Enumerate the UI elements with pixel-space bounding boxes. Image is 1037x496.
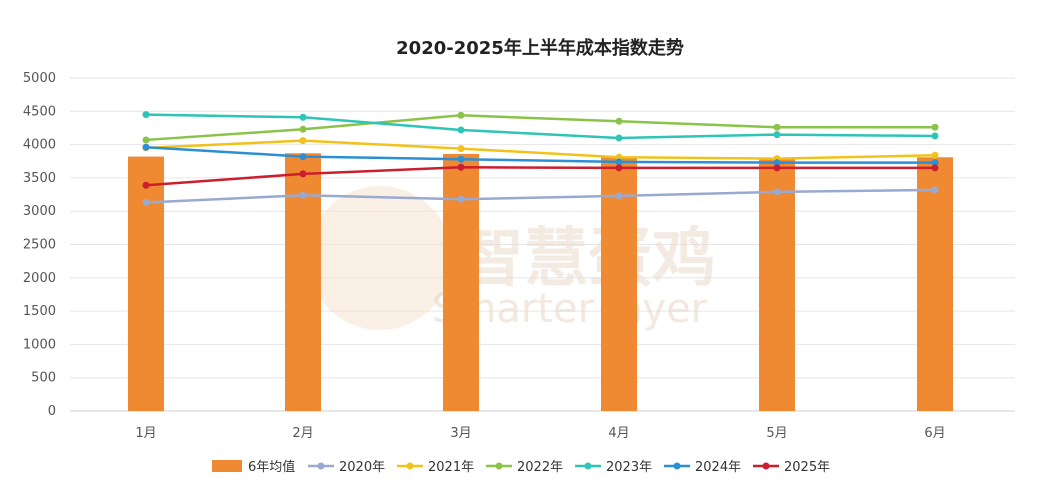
x-tick-label: 4月 <box>608 426 629 441</box>
x-tick-label: 2月 <box>292 426 313 441</box>
series-point <box>142 111 150 119</box>
legend-label: 2021年 <box>428 460 474 475</box>
series-line <box>145 146 935 164</box>
x-axis-ticks: 1月 2月 3月 4月 5月 6月 <box>135 426 945 441</box>
y-tick-label: 1000 <box>23 337 56 352</box>
series-point <box>457 126 465 134</box>
y-tick-label: 0 <box>48 404 56 419</box>
legend-label: 2023年 <box>606 460 652 475</box>
y-tick-label: 500 <box>31 371 56 386</box>
legend: 6年均值 2020年 2021年 2022年 2023年 2024年 2025年 <box>212 459 830 475</box>
series-point <box>457 111 465 119</box>
bar-average <box>443 153 479 411</box>
series-point <box>615 117 623 125</box>
series-point <box>142 143 150 151</box>
y-tick-label: 3000 <box>23 204 56 219</box>
series-point <box>773 131 781 139</box>
series-line <box>145 139 936 160</box>
series-line <box>145 114 935 142</box>
legend-label: 2020年 <box>339 460 385 475</box>
watermark: 智慧蛋鸡 Smarter layer <box>308 186 716 332</box>
legend-label: 2025年 <box>784 460 830 475</box>
bar-series <box>128 153 953 411</box>
legend-marker <box>673 462 681 470</box>
legend-item: 2023年 <box>575 460 652 475</box>
legend-marker <box>495 462 503 470</box>
legend-item: 2024年 <box>664 460 741 475</box>
legend-label: 6年均值 <box>248 459 295 475</box>
series-point <box>299 170 307 178</box>
x-tick-label: 6月 <box>924 426 945 441</box>
legend-item: 2025年 <box>753 460 830 475</box>
series-point <box>615 192 623 200</box>
x-tick-label: 5月 <box>766 426 787 441</box>
legend-item-average: 6年均值 <box>212 459 295 475</box>
series-point <box>615 164 623 172</box>
legend-swatch <box>212 460 242 472</box>
watermark-logo-icon <box>308 186 452 330</box>
series-point <box>299 153 307 161</box>
bar-average <box>759 159 795 411</box>
legend-item: 2022年 <box>486 460 563 475</box>
series-point <box>457 163 465 171</box>
series-point <box>773 123 781 131</box>
series-line <box>145 113 936 140</box>
series-point <box>931 151 939 159</box>
legend-label: 2022年 <box>517 460 563 475</box>
y-tick-label: 2500 <box>23 238 56 253</box>
series-point <box>931 164 939 172</box>
series-point <box>773 164 781 172</box>
y-tick-label: 2000 <box>23 271 56 286</box>
legend-marker <box>762 462 770 470</box>
legend-marker <box>584 462 592 470</box>
y-tick-label: 4500 <box>23 104 56 119</box>
y-tick-label: 1500 <box>23 304 56 319</box>
watermark-cn: 智慧蛋鸡 <box>460 222 716 296</box>
series-point <box>931 186 939 194</box>
bar-average <box>128 156 164 411</box>
bar-average <box>917 157 953 411</box>
series-point <box>299 191 307 199</box>
series-point <box>457 195 465 203</box>
y-axis-ticks: 0 500 1000 1500 2000 2500 3000 3500 4000 4500 5000 <box>23 71 56 419</box>
series-point <box>773 188 781 196</box>
y-tick-label: 3500 <box>23 171 56 186</box>
x-tick-label: 1月 <box>135 426 156 441</box>
grid-lines <box>70 77 1015 412</box>
series-point <box>457 155 465 163</box>
legend-marker <box>317 462 325 470</box>
legend-item: 2020年 <box>308 460 385 475</box>
line-series <box>142 111 939 207</box>
series-line <box>145 165 935 187</box>
series-point <box>931 159 939 167</box>
series-point <box>142 136 150 144</box>
x-tick-label: 3月 <box>450 426 471 441</box>
series-line <box>145 188 936 204</box>
legend-label: 2024年 <box>695 460 741 475</box>
series-point <box>931 123 939 131</box>
series-point <box>615 158 623 166</box>
series-point <box>931 132 939 140</box>
series-point <box>299 137 307 145</box>
series-point <box>457 145 465 153</box>
y-tick-label: 4000 <box>23 138 56 153</box>
series-point <box>615 134 623 142</box>
legend-item: 2021年 <box>397 460 474 475</box>
series-point <box>773 159 781 167</box>
y-tick-label: 5000 <box>23 71 56 86</box>
legend-marker <box>406 462 414 470</box>
series-point <box>142 199 150 207</box>
chart-title: 2020-2025年上半年成本指数走势 <box>396 37 684 59</box>
series-point <box>142 181 150 189</box>
series-point <box>299 125 307 133</box>
series-point <box>299 113 307 121</box>
